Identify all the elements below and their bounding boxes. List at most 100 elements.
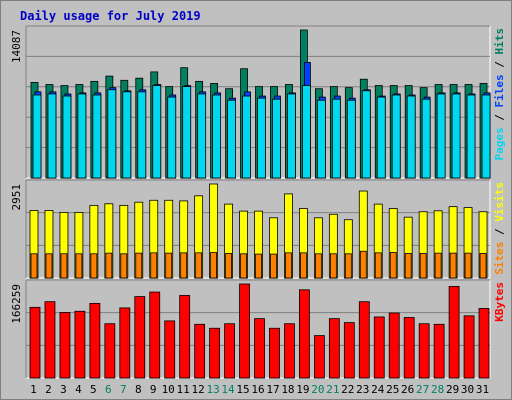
- bar-kbytes-8: [134, 296, 146, 379]
- max-value-label-kbytes: 166259: [10, 284, 23, 324]
- bar-sites-28: [434, 252, 442, 279]
- bar-kbytes-14: [224, 323, 235, 379]
- x-tick-label-26: 26: [401, 383, 414, 396]
- legend-hits: Pages / Files / Hits: [493, 28, 506, 161]
- bar-pages-31: [481, 94, 491, 179]
- legend-kbytes: KBytes: [493, 282, 506, 322]
- x-tick-label-19: 19: [296, 383, 309, 396]
- bar-pages-17: [272, 98, 281, 179]
- bar-pages-22: [346, 99, 356, 179]
- bar-kbytes-3: [59, 312, 71, 379]
- panel-visits: 2951 Sites / Visits: [10, 179, 506, 279]
- x-tick-label-6: 6: [105, 383, 112, 396]
- x-tick-label-4: 4: [75, 383, 82, 396]
- bar-kbytes-21: [328, 318, 340, 379]
- bar-sites-26: [404, 253, 412, 279]
- x-tick-label-5: 5: [90, 383, 97, 396]
- legend-item-visits: Visits: [493, 182, 506, 222]
- bar-kbytes-5: [89, 302, 101, 379]
- x-tick-label-20: 20: [311, 383, 324, 396]
- bar-sites-6: [105, 252, 113, 279]
- bar-kbytes-23: [358, 301, 370, 379]
- x-tick-label-29: 29: [446, 383, 459, 396]
- bar-sites-24: [374, 252, 382, 279]
- x-tick-label-11: 11: [177, 383, 190, 396]
- bar-sites-31: [479, 253, 487, 279]
- x-tick-label-17: 17: [266, 383, 279, 396]
- x-tick-label-22: 22: [341, 383, 354, 396]
- bar-sites-10: [165, 252, 173, 279]
- legend-visits: Sites / Visits: [493, 182, 506, 275]
- bar-pages-5: [92, 94, 102, 179]
- bar-kbytes-13: [209, 327, 221, 379]
- legend-item-kbytes: KBytes: [493, 282, 506, 322]
- x-tick-label-15: 15: [236, 383, 249, 396]
- bar-sites-17: [270, 253, 277, 279]
- bar-kbytes-30: [463, 315, 475, 379]
- bar-kbytes-28: [433, 323, 445, 379]
- bar-sites-18: [285, 252, 292, 279]
- legend-item-files: Files: [493, 74, 506, 107]
- x-tick-label-16: 16: [251, 383, 264, 396]
- bar-pages-4: [77, 93, 87, 179]
- bar-kbytes-29: [448, 286, 460, 379]
- bar-kbytes-25: [388, 312, 400, 379]
- bar-kbytes-17: [269, 327, 280, 379]
- bar-pages-21: [331, 98, 341, 179]
- x-tick-label-12: 12: [192, 383, 205, 396]
- panel-hits: 14087 Pages / Files / Hits: [10, 25, 506, 179]
- bar-pages-1: [32, 94, 42, 179]
- bar-kbytes-15: [239, 283, 250, 379]
- bar-pages-30: [466, 94, 476, 179]
- x-tick-label-25: 25: [386, 383, 399, 396]
- bar-kbytes-7: [119, 307, 131, 379]
- bar-kbytes-1: [29, 306, 41, 379]
- bar-pages-19: [302, 85, 311, 179]
- bar-kbytes-19: [299, 289, 310, 379]
- bar-pages-11: [182, 86, 192, 179]
- x-tick-label-10: 10: [162, 383, 175, 396]
- x-tick-label-1: 1: [30, 383, 37, 396]
- bar-sites-16: [255, 253, 262, 279]
- chart-title: Daily usage for July 2019: [20, 9, 201, 23]
- max-value-label-hits: 14087: [10, 30, 23, 63]
- x-tick-label-27: 27: [416, 383, 429, 396]
- bar-sites-23: [359, 250, 367, 279]
- bar-sites-19: [300, 252, 307, 279]
- x-tick-label-18: 18: [281, 383, 294, 396]
- bar-kbytes-9: [149, 291, 161, 379]
- bar-sites-20: [314, 253, 322, 279]
- max-value-label-visits: 2951: [10, 184, 23, 211]
- bar-sites-21: [329, 253, 337, 279]
- bar-sites-5: [90, 253, 98, 279]
- bar-pages-8: [137, 91, 147, 179]
- series-visits: [29, 183, 488, 279]
- bar-kbytes-11: [179, 295, 191, 379]
- x-tick-label-24: 24: [371, 383, 385, 396]
- bar-sites-13: [210, 252, 218, 279]
- bar-sites-9: [150, 252, 158, 279]
- bar-kbytes-22: [343, 322, 355, 379]
- x-tick-label-14: 14: [221, 383, 235, 396]
- bar-sites-14: [225, 253, 232, 279]
- bar-pages-16: [257, 97, 266, 179]
- bar-sites-30: [464, 252, 472, 279]
- bar-sites-15: [240, 253, 247, 279]
- legend-item-sites: Sites: [493, 242, 506, 275]
- bar-sites-4: [75, 253, 83, 279]
- legend-separator: /: [493, 55, 506, 75]
- bar-sites-2: [45, 253, 53, 279]
- bar-kbytes-31: [478, 308, 490, 379]
- bar-sites-27: [419, 253, 427, 279]
- bar-sites-25: [389, 252, 397, 279]
- bar-kbytes-27: [418, 323, 430, 379]
- x-tick-label-2: 2: [45, 383, 52, 396]
- bar-sites-11: [180, 252, 188, 279]
- x-tick-label-21: 21: [326, 383, 339, 396]
- bar-sites-3: [60, 253, 68, 279]
- bar-pages-10: [167, 96, 177, 179]
- bar-pages-2: [47, 93, 57, 179]
- bar-sites-22: [344, 253, 352, 279]
- bar-kbytes-16: [254, 318, 265, 379]
- bar-pages-13: [212, 94, 222, 179]
